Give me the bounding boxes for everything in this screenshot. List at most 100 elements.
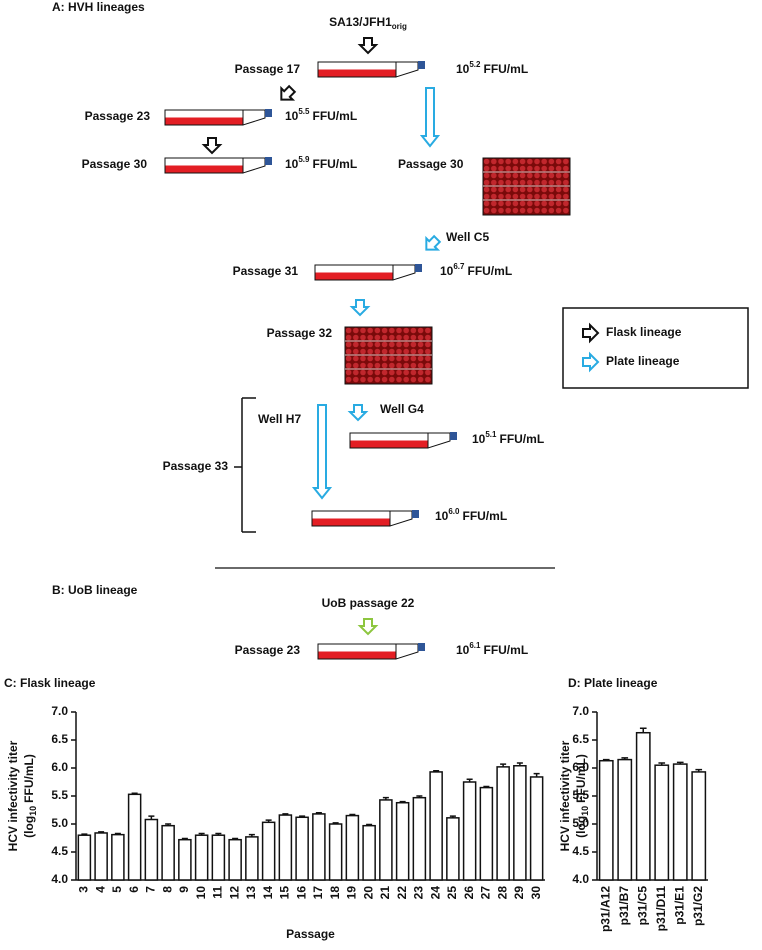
panel-title: B: UoB lineage <box>52 583 138 597</box>
x-tick-label: p31/A12 <box>598 886 612 932</box>
x-tick-label: 8 <box>160 886 174 893</box>
titer-unit: FFU/mL <box>312 109 357 123</box>
error-bar <box>639 727 647 733</box>
bar <box>617 758 633 881</box>
error-bar <box>416 795 423 798</box>
error-bar <box>114 832 121 835</box>
y-tick-label: 6.0 <box>572 760 589 774</box>
titer: 106.7 FFU/mL <box>440 262 512 278</box>
x-tick-label: 4 <box>93 886 107 893</box>
x-tick-label: 16 <box>294 886 308 900</box>
x-tick-label: 28 <box>495 886 509 900</box>
titer-exponent: 5.5 <box>298 107 310 116</box>
error-bar <box>399 800 406 803</box>
error-bar <box>332 822 339 824</box>
y-axis-label: (log10 FFU/mL) <box>22 754 38 838</box>
step-label: Passage 31 <box>233 264 299 278</box>
origin-text: SA13/JFH1 <box>329 15 392 29</box>
bar <box>513 765 527 881</box>
titer-base: 10 <box>285 157 299 171</box>
chart-title: C: Flask lineage <box>4 676 96 690</box>
bar <box>278 814 293 881</box>
error-bar <box>98 831 105 833</box>
bar <box>211 834 226 881</box>
error-bar <box>282 813 289 816</box>
error-bar <box>81 833 88 836</box>
origin-label: UoB passage 22 <box>322 596 415 610</box>
bar <box>462 781 477 881</box>
bar <box>194 834 209 881</box>
titer-exponent: 5.1 <box>485 430 497 439</box>
error-bar <box>181 837 188 840</box>
x-tick-label: 30 <box>529 886 543 900</box>
titer: 105.5 FFU/mL <box>285 107 357 123</box>
titer-unit: FFU/mL <box>462 509 507 523</box>
titer-base: 10 <box>285 109 299 123</box>
bar <box>479 786 494 881</box>
error-bar <box>215 832 222 836</box>
x-axis-label: Passage <box>286 927 335 941</box>
x-tick-label: 23 <box>412 886 426 900</box>
step-label: Well G4 <box>380 402 424 416</box>
error-bar <box>500 763 507 767</box>
y-tick-label: 4.5 <box>51 844 68 858</box>
x-tick-label: 27 <box>479 886 493 900</box>
bar <box>654 764 670 881</box>
error-bar <box>449 815 456 818</box>
y-tick-label: 5.5 <box>572 788 589 802</box>
x-tick-label: 20 <box>361 886 375 900</box>
origin-label: SA13/JFH1orig <box>329 15 407 31</box>
bar <box>345 814 360 881</box>
y-tick-label: 6.0 <box>51 760 68 774</box>
y-axis-label-part: (log <box>22 816 36 838</box>
bar <box>77 834 92 881</box>
error-bar <box>466 778 473 782</box>
error-bar <box>658 762 666 766</box>
x-tick-label: 18 <box>328 886 342 900</box>
step-label: Passage 23 <box>235 643 301 657</box>
bar <box>245 836 259 881</box>
x-tick-label: 6 <box>127 886 141 893</box>
bar <box>261 821 276 881</box>
bar <box>379 799 393 881</box>
titer-unit: FFU/mL <box>499 432 544 446</box>
error-bar <box>265 819 272 823</box>
origin-sub: orig <box>392 22 407 31</box>
titer-unit: FFU/mL <box>483 62 528 76</box>
error-bar <box>676 761 684 765</box>
titer: 106.0 FFU/mL <box>435 507 507 523</box>
y-axis-label-part: (log <box>574 816 588 838</box>
titer-base: 10 <box>472 432 486 446</box>
legend-label: Plate lineage <box>606 354 680 368</box>
titer: 105.9 FFU/mL <box>285 155 357 171</box>
y-tick-label: 7.0 <box>51 704 68 718</box>
bar <box>161 824 175 881</box>
error-bar <box>516 762 523 766</box>
diagram-shapes <box>164 37 749 660</box>
step-label: Passage 30 <box>398 157 464 171</box>
y-tick-label: 6.5 <box>51 732 68 746</box>
step-label: Passage 17 <box>235 62 301 76</box>
bar <box>362 824 376 881</box>
bar <box>496 766 510 881</box>
y-tick-label: 4.5 <box>572 844 589 858</box>
panel-title: A: HVH lineages <box>52 0 145 14</box>
legend-label: Flask lineage <box>606 325 682 339</box>
y-axis-label-sub: 10 <box>28 806 38 816</box>
y-axis-label-part: FFU/mL) <box>22 754 36 803</box>
x-tick-label: 7 <box>144 886 158 893</box>
bar <box>691 771 707 881</box>
titer-base: 10 <box>440 264 454 278</box>
error-bar <box>299 815 306 818</box>
x-tick-label: 19 <box>345 886 359 900</box>
y-axis-label: HCV infectivity titer <box>6 740 20 851</box>
titer-unit: FFU/mL <box>312 157 357 171</box>
step-label: Passage 33 <box>163 459 229 473</box>
y-axis-label: HCV infectivity titer <box>558 740 572 851</box>
step-label: Passage 32 <box>267 326 333 340</box>
titer-unit: FFU/mL <box>467 264 512 278</box>
x-tick-label: p31/B7 <box>617 886 631 926</box>
error-bar <box>695 768 703 772</box>
y-axis-label-part: FFU/mL) <box>574 754 588 803</box>
